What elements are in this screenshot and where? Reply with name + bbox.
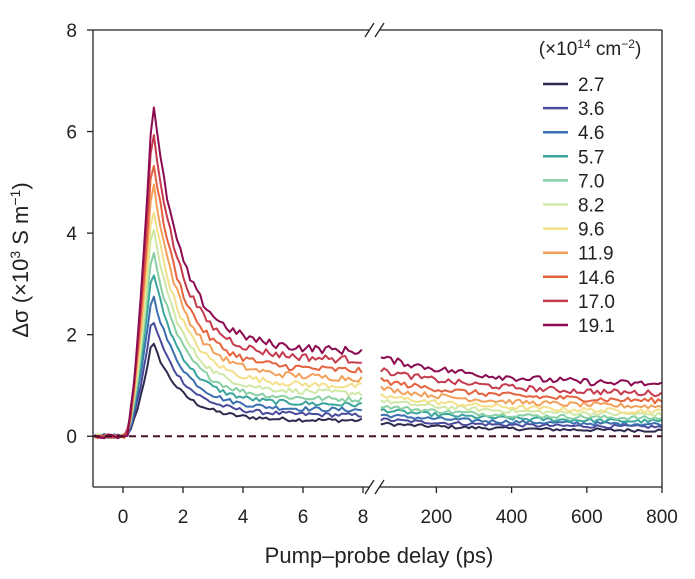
axis-break-mark-top-b bbox=[374, 22, 385, 38]
legend-title-exp2: −2 bbox=[621, 37, 635, 51]
axis-break-mark-top-a bbox=[364, 22, 375, 38]
x-tick-label-short-8: 8 bbox=[358, 507, 369, 528]
series-line-4.6-long bbox=[380, 413, 663, 427]
series-line-9.6-long bbox=[380, 393, 662, 415]
series-line-3.6-long bbox=[380, 417, 662, 430]
series-line-2.7-long bbox=[380, 421, 662, 433]
x-tick-label-short-2: 2 bbox=[178, 507, 189, 528]
y-label-prefix: Δσ (×10 bbox=[8, 259, 33, 338]
x-tick-label-long-600: 600 bbox=[571, 507, 603, 528]
axis-break-mark-bottom-a bbox=[364, 479, 375, 495]
axis-break-mark-bottom-b bbox=[374, 479, 385, 495]
legend-title: (×1014 cm−2) bbox=[539, 37, 642, 60]
axis-break-gap-bottom bbox=[370, 479, 379, 495]
y-axis-label: Δσ (×103 S m−1) bbox=[7, 182, 33, 337]
series-line-2.7-short bbox=[94, 342, 363, 439]
legend-label-14.6: 14.6 bbox=[578, 268, 615, 289]
ticks-layer: 0 2 4 6 8 0 2 4 6 8 200 400 600 800 bbox=[66, 21, 677, 528]
y-label-exp: 3 bbox=[7, 251, 23, 259]
legend-label-9.6: 9.6 bbox=[578, 220, 604, 241]
x-axis-label: Pump–probe delay (ps) bbox=[265, 543, 494, 568]
legend-title-prefix: (×10 bbox=[539, 39, 578, 60]
x-tick-label-short-4: 4 bbox=[238, 507, 249, 528]
legend: 2.7 3.6 4.6 5.7 7.0 8.2 9.6 11.9 14.6 17.0 19.1 bbox=[543, 75, 615, 337]
y-tick-label-4: 4 bbox=[66, 224, 77, 245]
axes-layer bbox=[92, 22, 663, 495]
series-line-4.6-short bbox=[94, 295, 362, 440]
series-line-8.2-long bbox=[380, 398, 663, 418]
legend-label-5.7: 5.7 bbox=[578, 147, 604, 168]
series-line-19.1-short bbox=[94, 106, 363, 440]
legend-label-17.0: 17.0 bbox=[578, 292, 615, 313]
series-line-14.6-long bbox=[380, 377, 663, 405]
legend-label-11.9: 11.9 bbox=[578, 244, 614, 265]
y-tick-label-6: 6 bbox=[66, 123, 77, 144]
y-label-exp2: −1 bbox=[7, 189, 23, 205]
series-line-11.9-long bbox=[380, 385, 662, 410]
legend-label-7.0: 7.0 bbox=[578, 171, 604, 192]
axis-break-gap-top bbox=[370, 22, 379, 38]
y-label-mid: S m bbox=[8, 206, 33, 251]
y-tick-label-8: 8 bbox=[66, 21, 77, 42]
legend-label-3.6: 3.6 bbox=[578, 99, 604, 120]
series-layer bbox=[93, 106, 663, 440]
x-tick-label-short-6: 6 bbox=[298, 507, 309, 528]
legend-title-suffix: ) bbox=[635, 39, 641, 60]
series-line-17.0-long bbox=[380, 367, 663, 398]
x-tick-label-long-800: 800 bbox=[646, 507, 678, 528]
legend-title-mid: cm bbox=[591, 39, 622, 60]
y-tick-label-0: 0 bbox=[66, 427, 77, 448]
legend-title-exp: 14 bbox=[577, 37, 591, 51]
series-line-7.0-long bbox=[380, 404, 663, 421]
x-tick-label-long-400: 400 bbox=[496, 507, 528, 528]
legend-label-19.1: 19.1 bbox=[578, 316, 615, 337]
series-line-19.1-long bbox=[380, 355, 662, 387]
y-label-suffix: ) bbox=[8, 182, 33, 189]
x-tick-label-short-0: 0 bbox=[118, 507, 129, 528]
series-line-5.7-long bbox=[380, 408, 662, 424]
legend-label-8.2: 8.2 bbox=[578, 196, 604, 217]
x-tick-label-long-200: 200 bbox=[421, 507, 453, 528]
legend-label-2.7: 2.7 bbox=[578, 75, 604, 96]
y-tick-label-2: 2 bbox=[66, 326, 77, 347]
legend-label-4.6: 4.6 bbox=[578, 123, 604, 144]
series-line-3.6-short bbox=[94, 322, 362, 439]
